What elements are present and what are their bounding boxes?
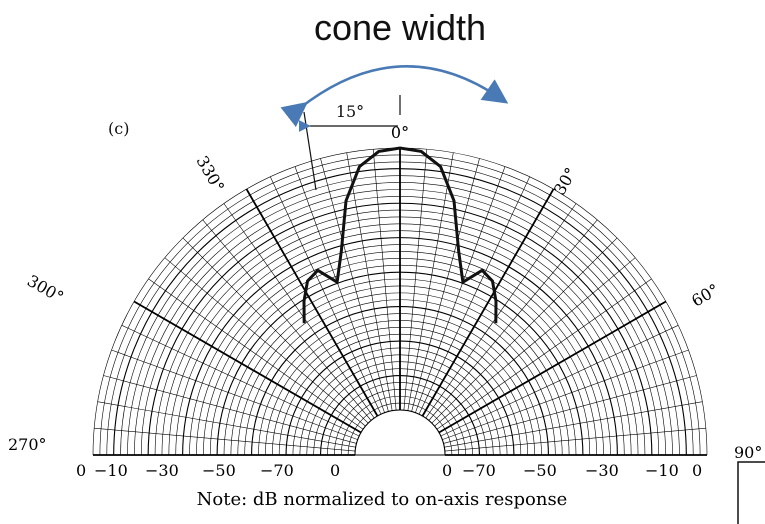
grid-spoke xyxy=(245,188,379,417)
angle-label-30: 30° xyxy=(550,164,581,198)
center-cutout xyxy=(354,409,446,456)
grid-spoke xyxy=(133,300,362,434)
grid-spoke xyxy=(418,176,530,415)
right-scale-70: −70 xyxy=(462,461,496,480)
grid-spoke xyxy=(346,152,393,411)
angle-label-90: 90° xyxy=(734,443,762,462)
grid-spoke xyxy=(103,375,357,444)
angle-label-15: 15° xyxy=(336,102,364,121)
grid-spoke xyxy=(443,375,697,444)
beam-pattern-curve xyxy=(302,146,498,324)
grid-spoke xyxy=(421,188,555,417)
grid-spoke xyxy=(97,401,356,448)
grid-spoke xyxy=(411,158,480,412)
chart-note: Note: dB normalized to on-axis response xyxy=(197,489,568,510)
grid-spoke xyxy=(182,237,369,424)
right-scale-50: −50 xyxy=(523,461,557,480)
cone-width-title: cone width xyxy=(314,7,486,48)
grid-spoke xyxy=(223,203,375,419)
right-scale-center: 0 xyxy=(442,461,452,480)
cone-width-arrow xyxy=(280,65,509,128)
right-scale-10: −10 xyxy=(645,461,679,480)
grid-spoke xyxy=(121,325,360,437)
grid-spoke xyxy=(294,166,385,413)
grid-spoke xyxy=(403,149,428,411)
angle-label-270: 270° xyxy=(8,435,47,454)
angle-label-60: 60° xyxy=(688,280,722,311)
grid-spoke xyxy=(111,349,358,440)
grid-spoke xyxy=(442,349,689,440)
grid-spoke xyxy=(438,300,667,434)
polar-grid-spokes xyxy=(93,148,707,456)
grid-spoke xyxy=(444,401,703,448)
grid-spoke xyxy=(428,219,598,421)
grid-spoke xyxy=(425,203,577,419)
grid-spoke xyxy=(407,152,454,411)
grid-spoke xyxy=(431,237,618,424)
grid-spoke xyxy=(434,257,636,427)
left-scale-center: 0 xyxy=(330,461,340,480)
panel-label: (c) xyxy=(108,119,129,138)
grid-spoke xyxy=(440,325,679,437)
angle-label-300: 300° xyxy=(24,271,67,307)
left-scale-10: −10 xyxy=(94,461,128,480)
grid-spoke xyxy=(372,149,397,411)
left-scale-30: −30 xyxy=(145,461,179,480)
grid-spoke xyxy=(444,427,706,452)
grid-spoke xyxy=(94,427,356,452)
left-scale-0: 0 xyxy=(76,461,86,480)
grid-spoke xyxy=(415,166,506,413)
left-scale-70: −70 xyxy=(260,461,294,480)
angle-label-0: 0° xyxy=(391,123,409,142)
angle-label-330: 330° xyxy=(193,153,229,196)
grid-spoke xyxy=(202,219,372,421)
right-scale-30: −30 xyxy=(585,461,619,480)
grid-spoke xyxy=(148,278,364,430)
left-scale-50: −50 xyxy=(202,461,236,480)
right-scale-0: 0 xyxy=(692,461,702,480)
grid-spoke xyxy=(320,158,389,412)
cone-edge-line xyxy=(303,111,317,191)
grid-spoke xyxy=(164,257,366,427)
grid-spoke xyxy=(436,278,652,430)
grid-spoke xyxy=(270,176,382,415)
cropped-box-edge xyxy=(737,461,765,524)
